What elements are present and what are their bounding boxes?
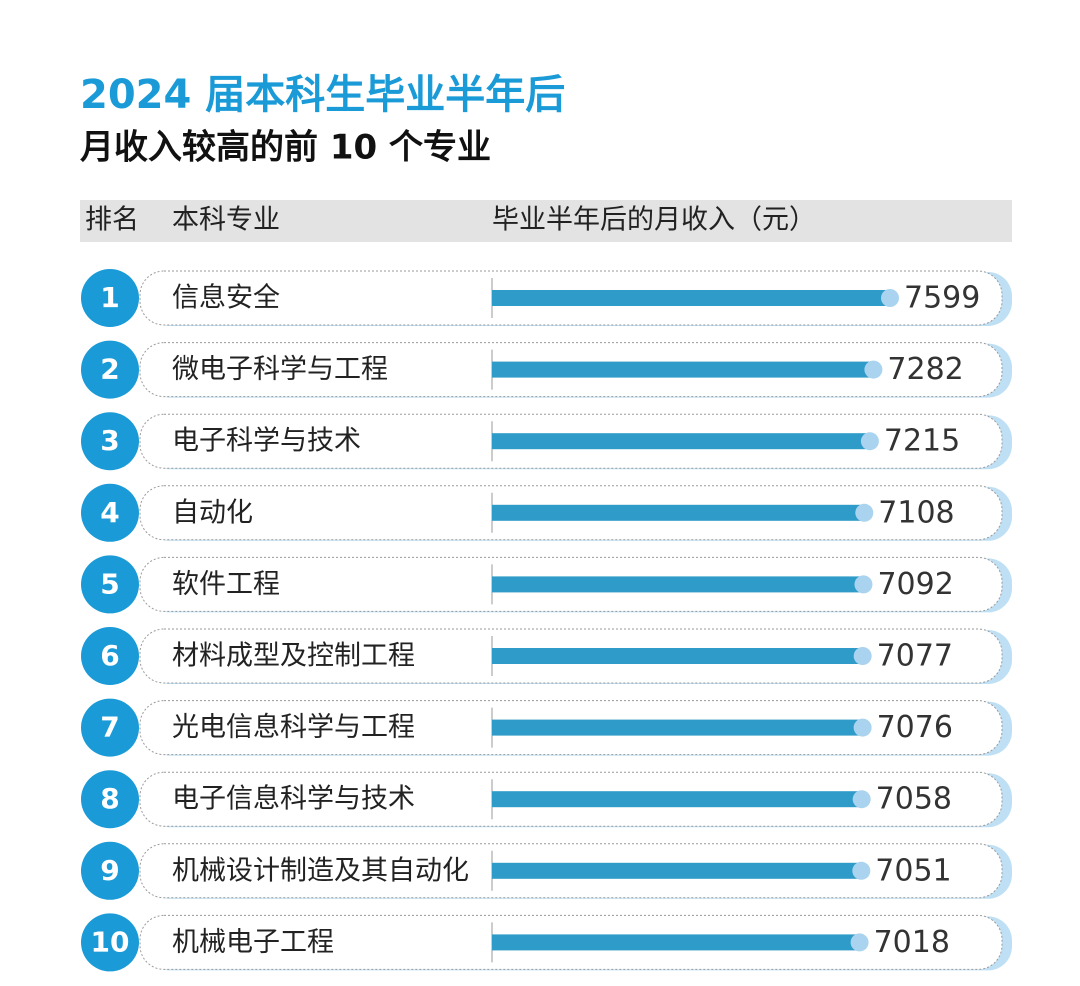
bar-end [855,503,874,522]
rank-badge [81,770,139,829]
bar-end [850,933,869,952]
value-label: 7058 [876,782,952,817]
category-label: 信息安全 [172,283,280,314]
value-label: 7076 [877,710,953,745]
bar [492,934,860,951]
value-label: 7077 [877,639,953,674]
rank-badge [81,841,139,900]
category-label: 机械设计制造及其自动化 [172,855,469,886]
rank-label: 10 [91,925,130,958]
value-label: 7215 [884,424,960,459]
category-label: 微电子科学与工程 [172,354,388,385]
rank-label: 4 [100,496,119,529]
chart-subtitle: 月收入较高的前 10 个专业 [80,128,491,168]
rank-label: 1 [100,281,119,314]
rank-label: 5 [100,567,119,600]
bar-end [853,718,872,737]
rank-label: 3 [100,424,119,457]
bar [492,290,890,306]
bar [492,719,863,736]
bar-end [852,790,871,809]
value-label: 7018 [874,925,950,960]
bar [492,862,862,879]
bar [492,791,862,808]
category-label: 材料成型及控制工程 [172,641,415,672]
category-label: 软件工程 [172,569,280,600]
bar [492,433,870,450]
bar [492,576,864,593]
bar-end [860,432,879,451]
rank-badge [81,412,139,471]
value-label: 7108 [878,495,954,530]
value-label: 7092 [877,567,953,602]
bar-end [853,647,872,665]
rank-badge [81,698,139,757]
category-label: 机械电子工程 [172,927,334,958]
category-label: 电子信息科学与技术 [172,784,415,815]
rank-badge [81,340,139,399]
rank-badge [81,627,139,685]
rank-badge [81,913,139,972]
rank-label: 8 [100,782,119,815]
rank-label: 7 [100,711,119,744]
category-label: 自动化 [172,497,253,528]
rank-badge [81,555,139,614]
value-label: 7599 [904,281,980,316]
value-label: 7051 [875,853,951,888]
rank-badge [81,483,139,542]
header-bar [80,200,1012,242]
bar [492,504,865,521]
bar [492,361,874,378]
rank-badge [81,269,139,327]
value-label: 7282 [887,352,963,387]
category-label: 光电信息科学与工程 [172,712,415,743]
chart-title: 2024 届本科生毕业半年后 [80,72,565,118]
bar-end [881,289,899,307]
bar-end [854,575,873,594]
rank-label: 2 [100,353,119,386]
category-label: 电子科学与技术 [172,426,361,457]
column-header: 本科专业 [172,205,280,236]
column-header: 毕业半年后的月收入（元） [492,205,816,236]
rank-label: 9 [100,854,119,887]
bar [492,648,863,664]
rank-label: 6 [100,639,119,672]
bar-end [864,360,883,379]
column-header: 排名 [85,205,139,236]
bar-end [852,861,871,880]
